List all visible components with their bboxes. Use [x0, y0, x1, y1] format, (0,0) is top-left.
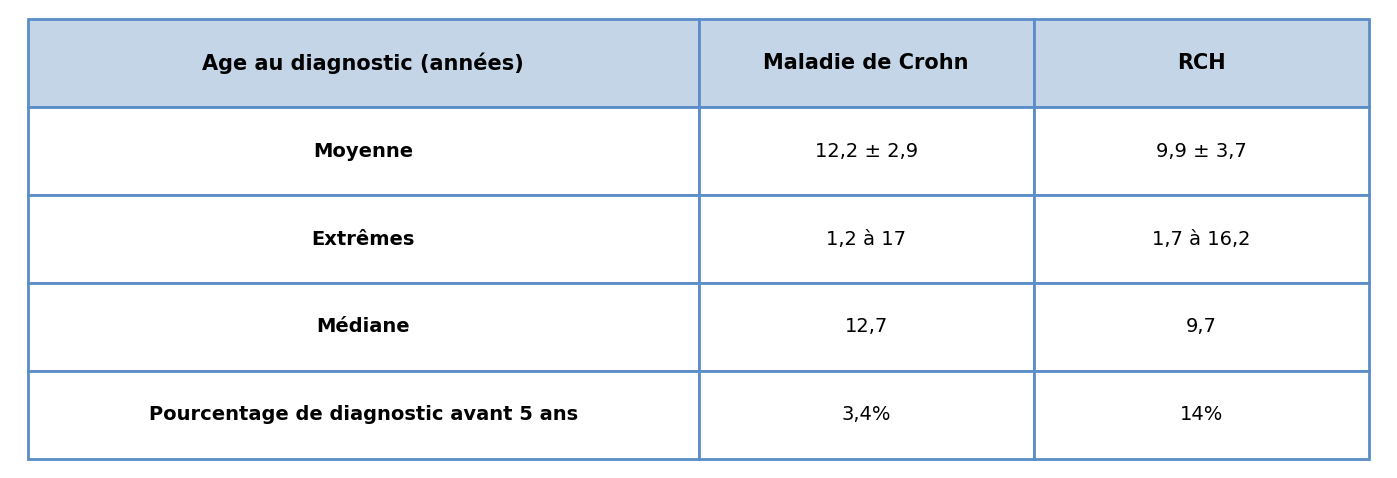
FancyBboxPatch shape [698, 19, 1034, 107]
FancyBboxPatch shape [1034, 371, 1369, 459]
FancyBboxPatch shape [28, 283, 698, 371]
Text: 12,2 ± 2,9: 12,2 ± 2,9 [814, 141, 918, 161]
FancyBboxPatch shape [698, 195, 1034, 283]
Text: 1,2 à 17: 1,2 à 17 [826, 229, 907, 249]
Text: 12,7: 12,7 [845, 317, 887, 337]
Text: 9,9 ± 3,7: 9,9 ± 3,7 [1157, 141, 1246, 161]
FancyBboxPatch shape [28, 19, 698, 107]
FancyBboxPatch shape [28, 195, 698, 283]
Text: Moyenne: Moyenne [313, 141, 414, 161]
FancyBboxPatch shape [698, 283, 1034, 371]
Text: 9,7: 9,7 [1186, 317, 1217, 337]
FancyBboxPatch shape [28, 371, 698, 459]
FancyBboxPatch shape [1034, 107, 1369, 195]
Text: Pourcentage de diagnostic avant 5 ans: Pourcentage de diagnostic avant 5 ans [148, 405, 578, 424]
FancyBboxPatch shape [28, 107, 698, 195]
Text: 1,7 à 16,2: 1,7 à 16,2 [1153, 229, 1250, 249]
FancyBboxPatch shape [1034, 195, 1369, 283]
FancyBboxPatch shape [698, 107, 1034, 195]
FancyBboxPatch shape [698, 371, 1034, 459]
Text: 3,4%: 3,4% [841, 405, 891, 424]
FancyBboxPatch shape [1034, 19, 1369, 107]
Text: Médiane: Médiane [316, 317, 411, 337]
Text: Extrêmes: Extrêmes [312, 229, 415, 249]
Text: Maladie de Crohn: Maladie de Crohn [763, 53, 970, 73]
Text: RCH: RCH [1178, 53, 1225, 73]
Text: Age au diagnostic (années): Age au diagnostic (années) [203, 53, 524, 74]
FancyBboxPatch shape [1034, 283, 1369, 371]
Text: 14%: 14% [1179, 405, 1224, 424]
